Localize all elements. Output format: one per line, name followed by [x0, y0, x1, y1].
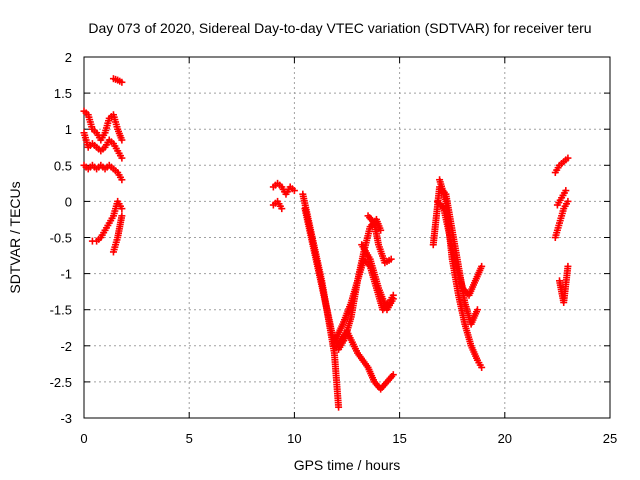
y-tick-label: -0.5 [50, 231, 72, 246]
x-tick-label: 25 [603, 431, 617, 446]
data-point [562, 187, 570, 195]
data-point [278, 205, 286, 213]
y-tick-label: -2.5 [50, 375, 72, 390]
y-tick-label: -1 [60, 267, 72, 282]
data-point [478, 262, 486, 270]
data-point [118, 176, 126, 184]
data-point [118, 212, 126, 220]
y-tick-label: -1.5 [50, 303, 72, 318]
data-point [473, 306, 481, 314]
y-tick-label: 2 [65, 50, 72, 65]
data-point [564, 154, 572, 162]
data-point [564, 197, 572, 205]
y-axis-label: SDTVAR / TECUs [7, 181, 23, 293]
x-tick-label: 5 [186, 431, 193, 446]
x-tick-label: 15 [392, 431, 406, 446]
data-point [335, 403, 343, 411]
data-point [389, 295, 397, 303]
x-tick-label: 0 [80, 431, 87, 446]
x-tick-label: 10 [287, 431, 301, 446]
data-point [290, 187, 298, 195]
data-point [118, 205, 126, 213]
y-tick-label: -3 [60, 411, 72, 426]
y-tick-label: 1.5 [54, 86, 72, 101]
axis-ticks: 0 5 10 15 20 25 2 1.5 1 0.5 0 -0.5 -1 -1.5 -2 -2.5 -3 [50, 50, 618, 446]
y-tick-label: 0 [65, 194, 72, 209]
y-tick-label: -2 [60, 339, 72, 354]
data-point [478, 363, 486, 371]
plot-frame [83, 56, 611, 419]
y-tick-label: 1 [65, 122, 72, 137]
chart-title: Day 073 of 2020, Sidereal Day-to-day VTE… [88, 20, 591, 36]
data-point [564, 262, 572, 270]
data-point [387, 255, 395, 263]
y-tick-label: 0.5 [54, 158, 72, 173]
data-point [118, 78, 126, 86]
grid-lines [84, 57, 610, 418]
data-point [389, 371, 397, 379]
x-tick-label: 20 [498, 431, 512, 446]
x-axis-label: GPS time / hours [294, 457, 401, 473]
data-points [80, 75, 572, 411]
data-point [118, 154, 126, 162]
data-point [118, 136, 126, 144]
